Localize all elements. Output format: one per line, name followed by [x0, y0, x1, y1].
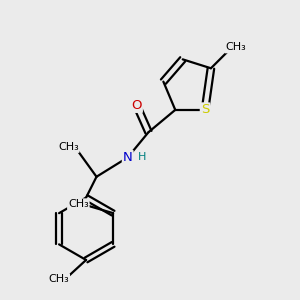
- Text: H: H: [138, 152, 146, 162]
- Text: O: O: [131, 99, 142, 112]
- Text: CH₃: CH₃: [225, 43, 246, 52]
- Text: CH₃: CH₃: [68, 199, 89, 209]
- Text: CH₃: CH₃: [48, 274, 69, 284]
- Text: N: N: [123, 151, 133, 164]
- Text: S: S: [201, 103, 209, 116]
- Text: CH₃: CH₃: [58, 142, 79, 152]
